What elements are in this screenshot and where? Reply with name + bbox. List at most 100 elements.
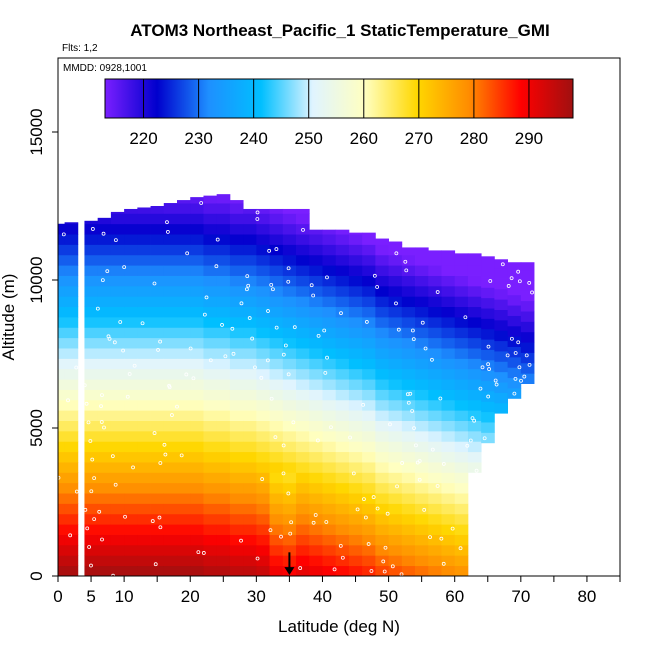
heatmap-cell [428,503,442,515]
sample-point [301,227,305,232]
heatmap-cell [256,317,270,328]
sample-point [311,520,316,525]
heatmap-cell [322,229,337,235]
heatmap-cell [150,493,165,504]
heatmap-cell [296,420,310,432]
heatmap-cell [309,389,323,401]
heatmap-cell [401,254,416,266]
y-axis: 0 5000 10000 15000 [27,108,58,581]
heatmap-cell [229,223,244,235]
heatmap-cell [150,482,165,494]
heatmap-cell [282,399,297,411]
heatmap-cell [97,565,112,577]
sample-point [403,259,408,264]
heatmap-cell [494,340,508,352]
sample-point [113,482,118,487]
sample-point [381,559,386,564]
heatmap-cell [137,462,151,473]
y-tick-label: 15000 [27,108,46,155]
heatmap-cell [58,482,66,494]
heatmap-cell [520,352,535,364]
plot-frame [57,57,621,577]
heatmap-cell [269,399,284,411]
heatmap-cell [124,399,138,411]
heatmap-cell [229,368,244,380]
heatmap-cell [177,337,191,349]
heatmap-cell [362,555,376,567]
heatmap-cell [97,482,112,494]
heatmap-cell [309,503,323,515]
heatmap-cell [362,317,376,328]
sample-point [522,374,527,379]
heatmap-cell [110,265,125,276]
heatmap-cell [481,328,495,340]
sample-point [486,344,491,349]
heatmap-cell [110,430,125,442]
heatmap-cell [84,534,99,546]
heatmap-cell [441,544,456,556]
heatmap-cell [64,441,79,453]
heatmap-cell [401,317,416,328]
heatmap-cell [415,544,429,556]
heatmap-cell [256,223,270,235]
heatmap-cell [203,244,218,256]
heatmap-cell [216,441,231,453]
sample-point [478,386,483,391]
heatmap-cell [243,430,257,442]
heatmap-cell [190,348,204,359]
heatmap-cell [388,285,403,297]
heatmap-cell [64,410,79,421]
heatmap-cell [216,472,231,484]
sample-point [85,526,90,531]
heatmap-cell [467,368,482,380]
heatmap-cell [124,317,138,328]
heatmap-cell [243,534,257,546]
heatmap-cell [467,420,482,432]
heatmap-cell [388,503,403,515]
heatmap-cell [335,544,350,556]
heatmap-cell [177,565,191,577]
heatmap-cell [163,223,178,235]
sample-point [220,323,224,327]
heatmap-cell [309,420,323,432]
heatmap-cell [243,285,257,297]
heatmap-cell [124,420,138,432]
heatmap-cell [256,389,270,401]
heatmap-cell [190,234,204,245]
sample-point [281,352,286,357]
heatmap-cell [322,555,337,567]
heatmap-cell [348,472,363,484]
heatmap-cell [467,306,482,318]
heatmap-cell [415,275,429,287]
heatmap-cell [64,296,79,308]
sample-point [348,435,352,440]
heatmap-cell [401,544,416,556]
heatmap-cell [375,296,389,308]
heatmap-cell [216,194,231,204]
sample-point [406,400,411,405]
heatmap-cell [163,441,178,453]
heatmap-cell [441,275,456,287]
heatmap-cell [467,253,482,256]
heatmap-cell [216,451,231,463]
heatmap-cell [467,441,482,453]
heatmap-cell [494,371,508,383]
heatmap-cell [203,441,218,453]
heatmap-cell [58,410,66,421]
y-tick-label: 0 [27,571,46,580]
heatmap-cell [216,565,231,577]
heatmap-cell [110,389,125,401]
heatmap-cell [296,503,310,515]
heatmap-cell [137,544,151,556]
heatmap-cell [428,358,442,370]
colorbar-tick-label: 250 [295,129,323,148]
sample-point [517,365,522,370]
sample-point [388,422,392,427]
sample-point [153,562,158,567]
heatmap-cell [309,534,323,546]
heatmap-cell [243,399,257,411]
heatmap-cell [256,555,270,567]
heatmap-cell [163,296,178,308]
heatmap-cell [415,462,429,473]
heatmap-cell [137,358,151,370]
